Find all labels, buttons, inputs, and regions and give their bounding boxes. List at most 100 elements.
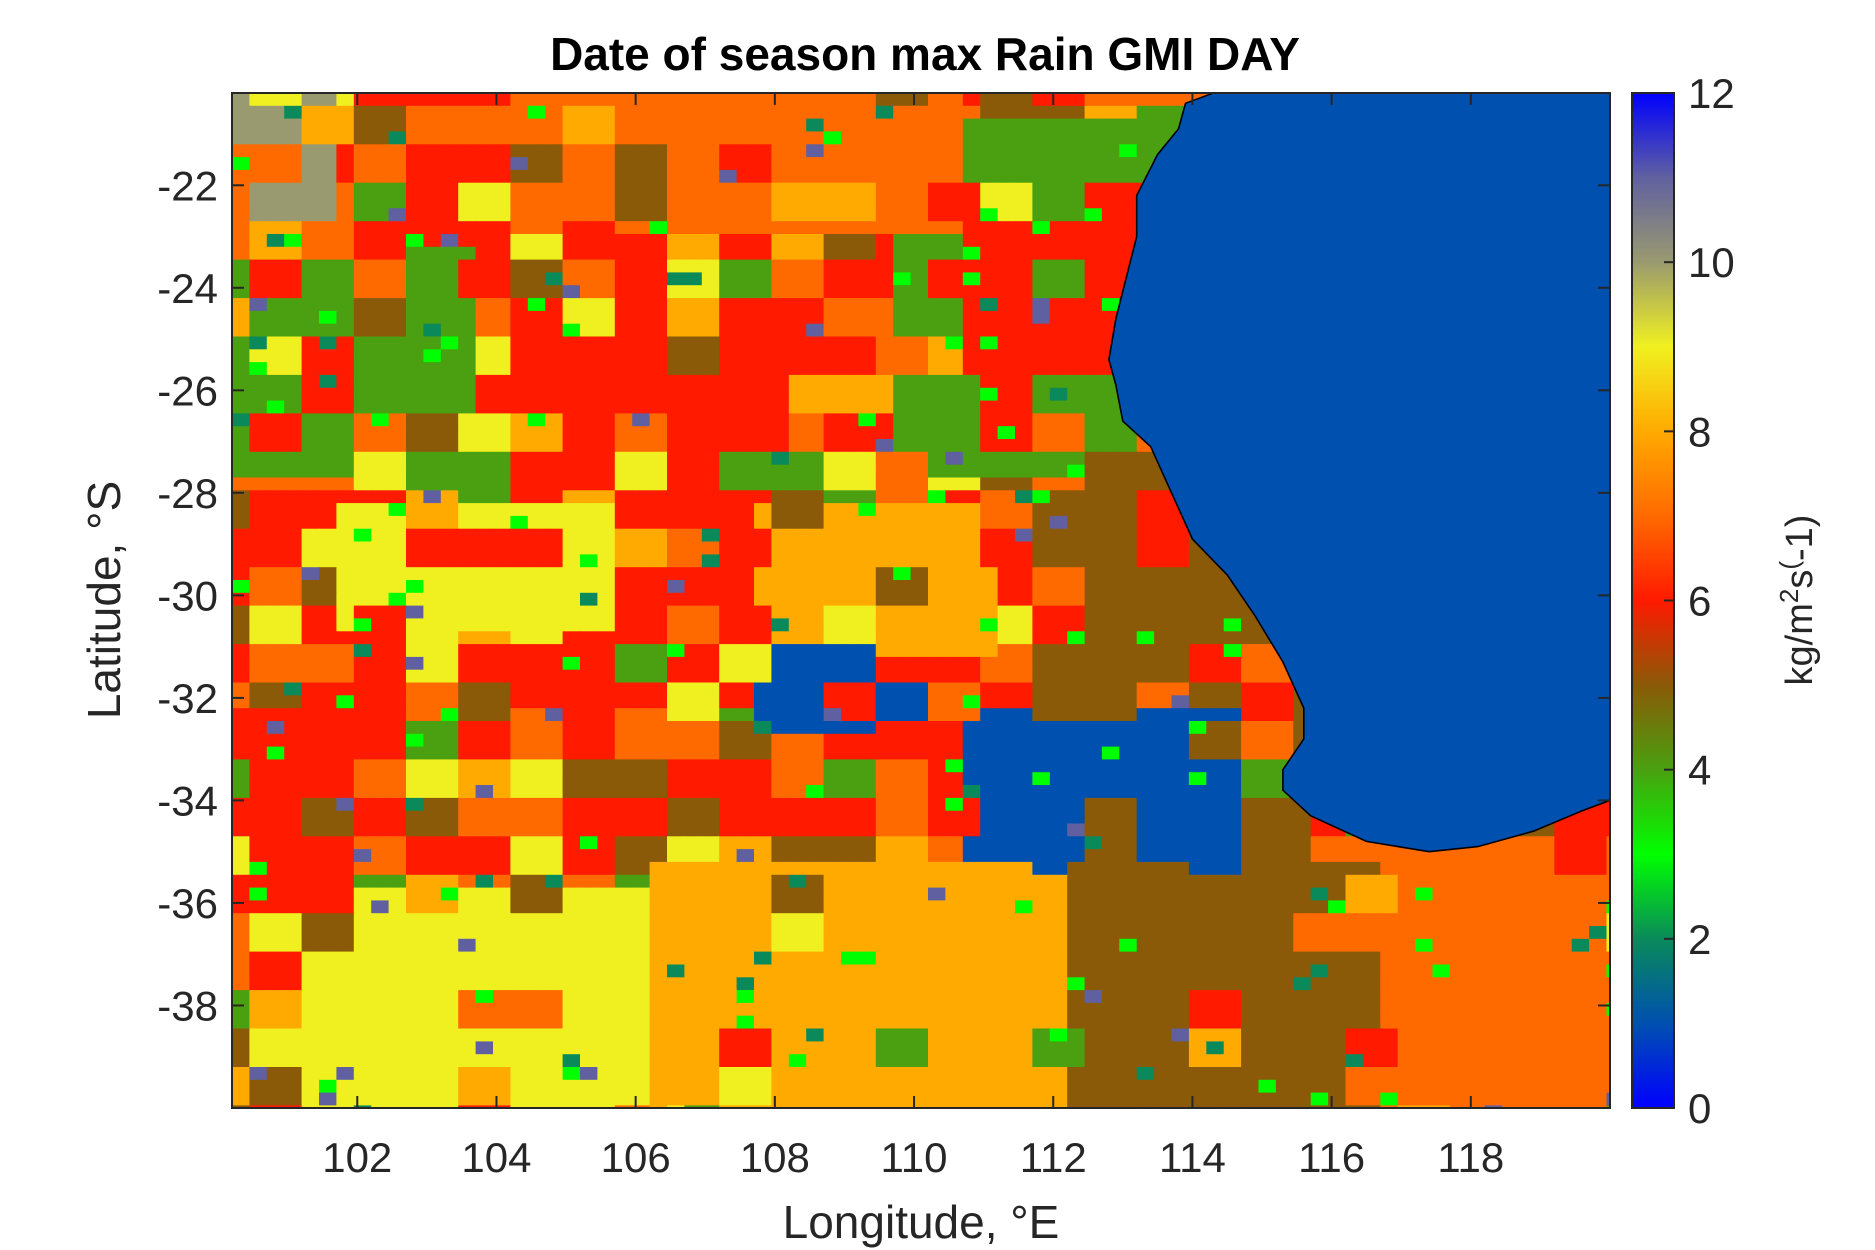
heatmap-cell (875, 644, 894, 658)
heatmap-cell (754, 336, 772, 350)
heatmap-cell (301, 259, 320, 273)
heatmap-cell (806, 554, 825, 568)
heatmap-cell (788, 374, 807, 389)
heatmap-cell (788, 528, 807, 543)
heatmap-cell (1188, 567, 1207, 581)
heatmap-cell (1223, 631, 1242, 645)
heatmap-cell (353, 400, 372, 414)
heatmap-cell (284, 234, 303, 248)
heatmap-cell (754, 682, 772, 696)
heatmap-cell (1049, 567, 1068, 581)
heatmap-cell (440, 567, 459, 581)
heatmap-cell (510, 759, 529, 773)
heatmap-cell (614, 157, 633, 171)
heatmap-cell (406, 439, 424, 453)
heatmap-cell (336, 849, 355, 863)
heatmap-cell (788, 144, 807, 158)
heatmap-cell (266, 208, 285, 222)
heatmap-cell (910, 682, 929, 696)
heatmap-cell (997, 144, 1016, 158)
heatmap-cell (823, 285, 842, 299)
heatmap-cell (336, 298, 355, 312)
heatmap-cell (980, 234, 999, 248)
heatmap-cell (475, 567, 494, 581)
heatmap-cell (458, 144, 477, 158)
heatmap-cell (406, 721, 424, 735)
heatmap-cell (545, 259, 564, 273)
heatmap-cell (632, 362, 651, 376)
heatmap-cell (997, 861, 1016, 876)
heatmap-cell (928, 823, 946, 837)
heatmap-cell (649, 631, 668, 645)
heatmap-cell (875, 234, 894, 248)
heatmap-cell (719, 554, 738, 568)
heatmap-cell (771, 874, 790, 889)
heatmap-cell (266, 618, 285, 632)
heatmap-cell (527, 362, 546, 376)
heatmap-cell (1049, 234, 1068, 248)
heatmap-cell (823, 169, 842, 184)
heatmap-cell (266, 797, 285, 812)
heatmap-cell (388, 759, 407, 773)
heatmap-cell (440, 464, 459, 479)
heatmap-cell (858, 567, 877, 581)
heatmap-cell (771, 887, 790, 901)
heatmap-cell (806, 721, 825, 735)
heatmap-cell (1206, 567, 1225, 581)
heatmap-cell (562, 849, 581, 863)
heatmap-cell (458, 259, 477, 273)
heatmap-cell (301, 644, 320, 658)
heatmap-cell (719, 836, 738, 850)
heatmap-cell (406, 285, 424, 299)
heatmap-cell (1119, 823, 1138, 837)
heatmap-cell (875, 362, 894, 376)
heatmap-cell (580, 490, 598, 504)
heatmap-cell (1154, 721, 1173, 735)
heatmap-cell (545, 374, 564, 389)
heatmap-cell (458, 861, 477, 876)
heatmap-cell (1067, 618, 1086, 632)
heatmap-cell (632, 93, 651, 107)
heatmap-cell (614, 618, 633, 632)
heatmap-cell (719, 759, 738, 773)
heatmap-cell (754, 567, 772, 581)
heatmap-cell (841, 861, 859, 876)
heatmap-cell (493, 400, 511, 414)
heatmap-cell (406, 515, 424, 530)
heatmap-cell (475, 118, 494, 132)
heatmap-cell (562, 785, 581, 799)
heatmap-cell (1084, 169, 1103, 184)
heatmap-cell (632, 746, 651, 760)
heatmap-cell (597, 580, 616, 594)
heatmap-cell (423, 374, 442, 389)
heatmap-cell (754, 144, 772, 158)
heatmap-cell (1136, 708, 1155, 722)
heatmap-cell (1049, 592, 1068, 607)
heatmap-cell (580, 157, 598, 171)
heatmap-cell (319, 515, 337, 530)
heatmap-cell (371, 93, 390, 107)
heatmap-cell (858, 259, 877, 273)
heatmap-cell (249, 451, 268, 466)
heatmap-cell (266, 169, 285, 184)
heatmap-cell (945, 580, 964, 594)
heatmap-cell (458, 413, 477, 427)
heatmap-cell (1119, 721, 1138, 735)
heatmap-cell (545, 105, 564, 120)
heatmap-cell (614, 810, 633, 825)
heatmap-cell (841, 349, 859, 363)
heatmap-cell (945, 605, 964, 619)
heatmap-cell (910, 144, 929, 158)
heatmap-cell (754, 503, 772, 517)
heatmap-cell (1084, 144, 1103, 158)
heatmap-cell (319, 644, 337, 658)
heatmap-cell (597, 541, 616, 555)
heatmap-cell (545, 285, 564, 299)
heatmap-cell (458, 131, 477, 145)
heatmap-cell (841, 695, 859, 709)
heatmap-cell (1032, 105, 1051, 120)
heatmap-cell (266, 362, 285, 376)
heatmap-cell (649, 823, 668, 837)
heatmap-cell (910, 323, 929, 338)
heatmap-cell (475, 477, 494, 491)
